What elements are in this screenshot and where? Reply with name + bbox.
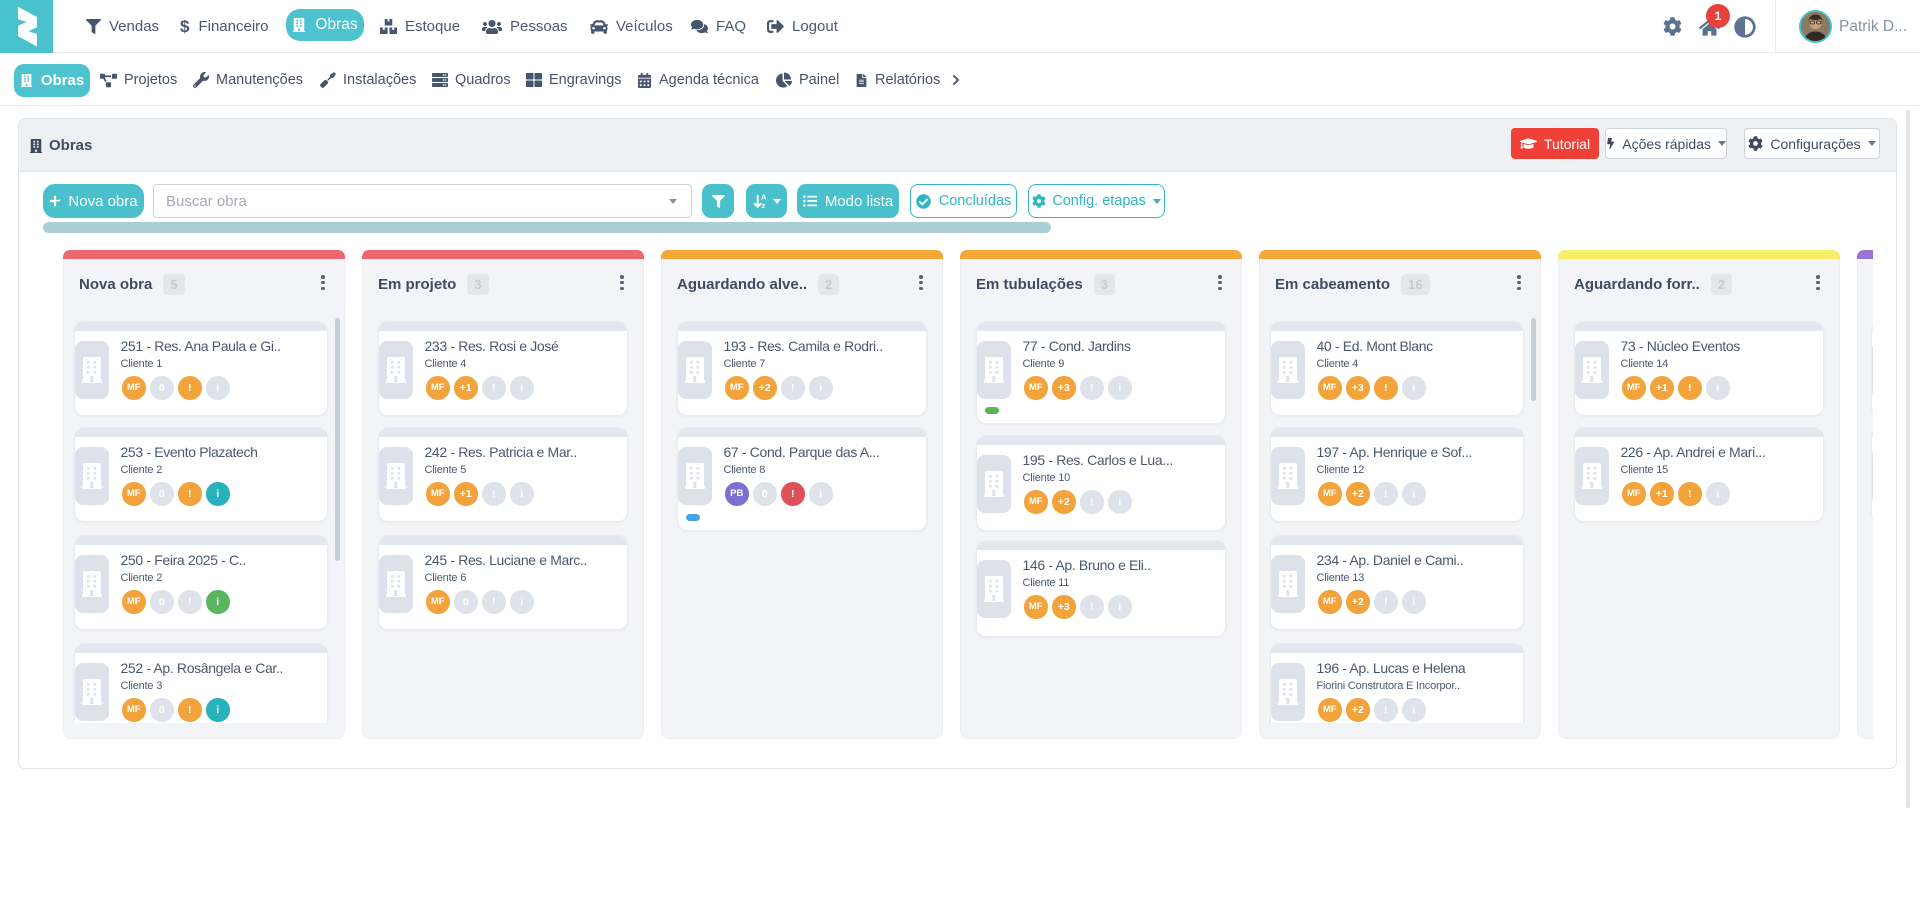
svg-text:z: z bbox=[761, 201, 765, 209]
svg-text:A: A bbox=[760, 193, 766, 202]
